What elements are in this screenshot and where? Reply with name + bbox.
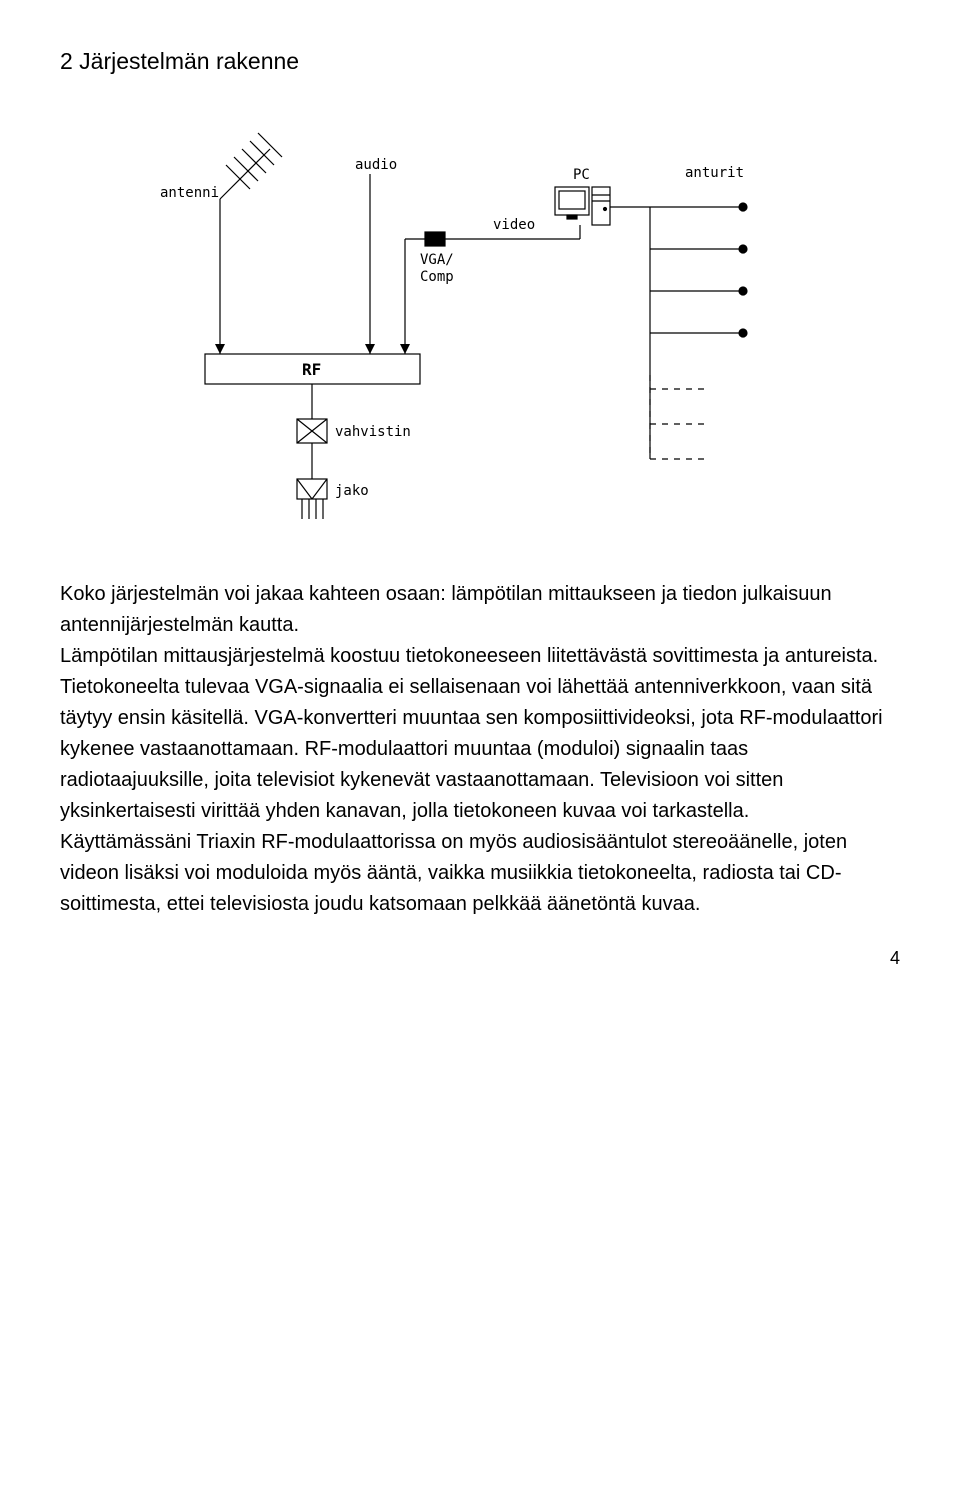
label-video: video [493, 217, 535, 233]
label-vga-comp-1: VGA/ [420, 252, 454, 268]
label-audio: audio [355, 157, 397, 173]
page-number: 4 [60, 948, 900, 969]
label-antenni: antenni [160, 185, 219, 201]
system-diagram: antenni audio video PC [140, 119, 820, 539]
label-pc: PC [573, 167, 590, 183]
pc-icon: PC [555, 167, 610, 225]
paragraph-3: Käyttämässäni Triaxin RF-modulaattorissa… [60, 827, 900, 920]
paragraph-2: Lämpötilan mittausjärjestelmä koostuu ti… [60, 641, 900, 827]
label-rf: RF [302, 360, 321, 379]
label-jako: jako [335, 483, 369, 499]
label-anturit: anturit [685, 165, 744, 181]
paragraph-1: Koko järjestelmän voi jakaa kahteen osaa… [60, 579, 900, 641]
label-vahvistin: vahvistin [335, 424, 411, 440]
label-vga-comp-2: Comp [420, 269, 454, 285]
section-heading: 2 Järjestelmän rakenne [60, 48, 900, 75]
antenna-icon [220, 133, 282, 199]
